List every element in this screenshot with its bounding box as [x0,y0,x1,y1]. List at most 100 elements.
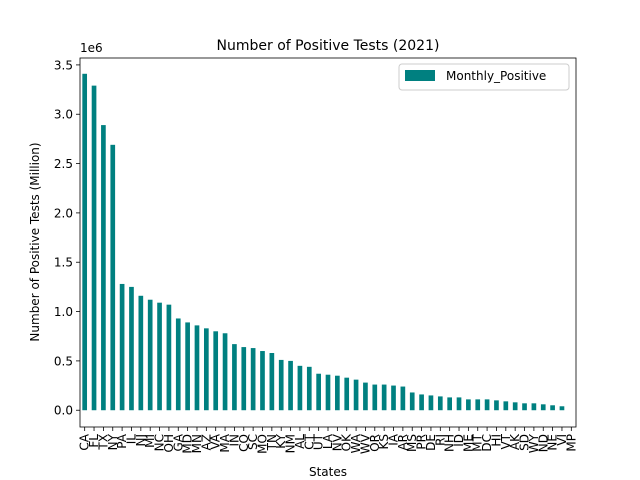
x-tick-label-dc: DC [480,434,494,452]
x-tick-label-ar: AR [396,434,410,451]
bar-ky [278,359,284,411]
x-tick-label-sd: SD [518,434,532,451]
x-tick-label-ct: CT [302,433,316,449]
y-tick-label: 0.0 [54,404,73,418]
plot-frame [79,57,577,428]
bar-mi [147,299,153,411]
bar-wv [363,382,368,411]
legend-label: Monthly_Positive [446,69,546,83]
x-tick-label-ga: GA [171,433,185,451]
bar-id [456,397,462,411]
y-tick-label: 3.5 [54,58,73,72]
x-tick-label-md: MD [181,434,195,454]
x-tick-label-nc: NC [153,434,167,451]
x-tick-label-vi: VI [555,434,569,446]
bar-md [185,322,190,411]
x-tick-label-ut: UT [312,433,326,450]
x-tick-label-nd: ND [536,434,550,452]
bar-ma [222,333,228,411]
bar-ut [316,373,321,411]
bar-ok [344,377,350,411]
bar-mn [194,325,200,411]
bar-va [213,331,219,411]
legend: Monthly_Positive [398,63,570,91]
x-tick-label-fl: FL [87,434,101,448]
x-tick-label-ca: CA [78,433,92,450]
x-tick-label-mo: MO [255,434,269,454]
x-tick-label-de: DE [424,434,438,451]
y-axis-label: Number of Positive Tests (Million) [28,142,42,341]
bar-sd [522,403,527,411]
legend-swatch [405,70,435,81]
bar-in [232,344,237,411]
x-tick-label-nj: NJ [134,434,148,447]
x-tick-label-hi: HI [489,434,503,447]
x-tick-label-wv: WV [358,433,372,454]
x-tick-label-me: ME [461,434,475,452]
x-tick-label-ny: NY [106,433,120,450]
bar-sc [250,348,256,411]
x-tick-label-mn: MN [190,434,204,453]
y-tick-label: 1.5 [54,256,73,270]
bar-fl [91,85,97,411]
x-tick-label-il: IL [124,434,138,445]
bar-tn [269,353,275,411]
bar-al [297,365,303,411]
bar-co [241,347,247,411]
bar-ak [512,402,518,411]
y-tick-label: 1.0 [54,305,73,319]
bar-ct [306,366,312,411]
bar-nj [138,295,144,411]
bar-vt [503,401,509,411]
x-tick-label-pr: PR [415,434,429,450]
bar-ri [437,396,443,411]
x-ticks-group: CAFLTXNYPAILNJMINCOHGAMDMNAZVAMAINCOSCMO… [78,427,578,454]
x-tick-label-mi: MI [143,434,157,448]
y-tick-label: 2.5 [54,157,73,171]
bar-oh [166,304,172,411]
bar-dc [484,399,490,411]
x-tick-label-ok: OK [340,433,354,451]
bar-ar [400,386,406,411]
x-tick-label-tx: TX [96,434,110,451]
x-tick-label-nv: NV [330,433,344,451]
x-tick-label-wy: WY [527,433,541,453]
x-tick-label-ks: KS [377,434,391,450]
x-tick-label-ms: MS [405,434,419,452]
bars-group [82,73,565,411]
x-tick-label-la: LA [321,433,335,449]
x-axis-label: States [309,465,347,479]
bar-nh [447,397,452,411]
x-tick-label-ak: AK [508,433,522,450]
bar-nv [335,375,340,411]
x-tick-label-nh: NH [443,434,457,452]
x-tick-label-al: AL [293,434,307,449]
bar-nc [157,302,162,411]
x-tick-label-id: ID [452,434,466,447]
x-tick-label-mp: MP [564,434,578,452]
bar-ms [409,392,415,411]
y-offset-label: 1e6 [80,41,103,55]
x-tick-label-or: OR [368,434,382,452]
x-tick-label-co: CO [237,434,251,452]
x-tick-label-ia: IA [387,433,401,446]
bar-il [129,286,134,411]
bar-pa [119,283,125,411]
bar-de [428,395,434,411]
x-tick-label-pa: PA [115,433,129,448]
y-tick-label: 0.5 [54,354,73,368]
bar-mt [475,399,481,411]
x-tick-label-nm: NM [284,434,298,453]
x-tick-label-mt: MT [471,433,485,451]
bar-az [204,328,209,411]
bar-hi [494,400,499,411]
y-tick-label: 2.0 [54,206,73,220]
x-tick-label-ky: KY [274,433,288,448]
bar-wa [353,379,359,411]
bar-me [466,399,471,411]
x-tick-label-wa: WA [349,433,363,453]
bar-mo [260,351,265,411]
x-tick-label-ma: MA [218,433,232,452]
x-tick-label-in: IN [227,434,241,447]
